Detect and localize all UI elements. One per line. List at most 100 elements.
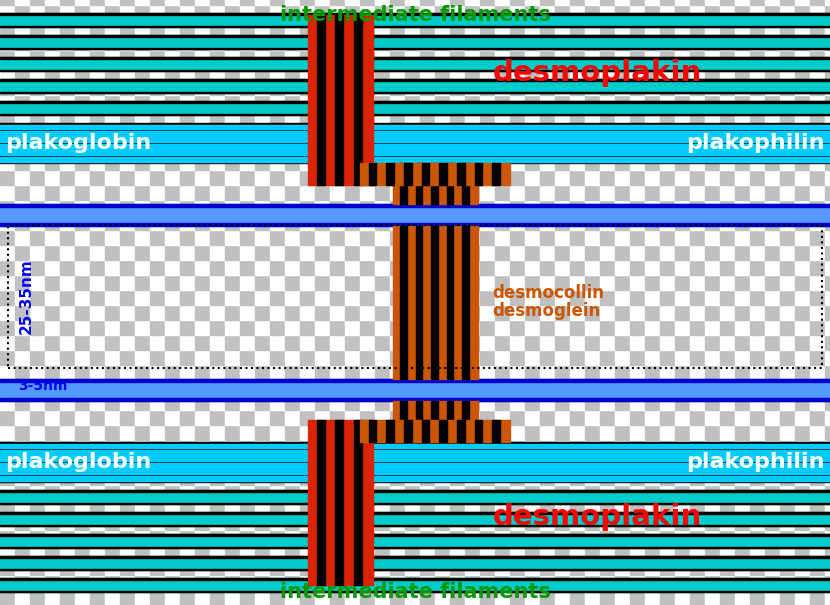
Bar	[465, 350, 480, 365]
Bar	[435, 485, 450, 500]
Bar	[60, 5, 75, 20]
Bar	[660, 170, 675, 185]
Bar	[540, 95, 555, 110]
Bar	[330, 560, 345, 575]
Bar	[30, 140, 45, 155]
Bar	[600, 110, 615, 125]
Bar	[780, 440, 795, 455]
Bar	[270, 35, 285, 50]
Bar	[345, 65, 360, 80]
Bar	[60, 575, 75, 590]
Bar	[285, 410, 300, 425]
Bar	[300, 35, 315, 50]
Bar	[135, 230, 150, 245]
Bar	[450, 110, 465, 125]
Bar	[765, 200, 780, 215]
Bar	[750, 470, 765, 485]
Bar	[750, 125, 765, 140]
Bar	[335, 420, 344, 585]
Bar	[369, 163, 376, 185]
Bar	[720, 140, 735, 155]
Bar	[255, 200, 270, 215]
Bar	[495, 110, 510, 125]
Bar	[615, 110, 630, 125]
Bar	[330, 470, 345, 485]
Bar	[210, 530, 225, 545]
Bar	[480, 140, 495, 155]
Bar	[30, 500, 45, 515]
Bar	[180, 65, 195, 80]
Bar	[675, 155, 690, 170]
Bar	[690, 350, 705, 365]
Bar	[345, 245, 360, 260]
Bar	[795, 80, 810, 95]
Bar	[780, 530, 795, 545]
Bar	[8, 225, 822, 368]
Bar	[675, 485, 690, 500]
Bar	[15, 365, 30, 380]
Bar	[90, 590, 105, 605]
Bar	[825, 35, 830, 50]
Bar	[300, 560, 315, 575]
Bar	[255, 410, 270, 425]
Bar	[390, 275, 405, 290]
Bar	[360, 410, 375, 425]
Bar	[750, 80, 765, 95]
Bar	[165, 320, 180, 335]
Bar	[690, 425, 705, 440]
Bar	[675, 50, 690, 65]
Bar	[120, 65, 135, 80]
Bar	[285, 35, 300, 50]
Bar	[795, 0, 810, 5]
Bar	[825, 560, 830, 575]
Bar	[585, 440, 600, 455]
Bar	[780, 290, 795, 305]
Bar	[780, 65, 795, 80]
Bar	[750, 155, 765, 170]
Bar	[180, 260, 195, 275]
Bar	[330, 200, 345, 215]
Bar	[780, 20, 795, 35]
Bar	[345, 455, 360, 470]
Bar	[795, 260, 810, 275]
Bar	[45, 380, 60, 395]
Bar	[765, 485, 780, 500]
Bar	[705, 380, 720, 395]
Bar	[585, 530, 600, 545]
Bar	[450, 290, 465, 305]
Bar	[390, 290, 405, 305]
Bar	[720, 485, 735, 500]
Bar	[225, 185, 240, 200]
Bar	[435, 395, 450, 410]
Bar	[735, 140, 750, 155]
Bar	[675, 305, 690, 320]
Bar	[240, 125, 255, 140]
Bar	[90, 305, 105, 320]
Bar	[615, 245, 630, 260]
Bar	[585, 65, 600, 80]
Bar	[105, 215, 120, 230]
Bar	[165, 470, 180, 485]
Bar	[150, 185, 165, 200]
Bar	[75, 305, 90, 320]
Bar	[375, 110, 390, 125]
Bar	[405, 575, 420, 590]
Bar	[825, 590, 830, 605]
Bar	[255, 485, 270, 500]
Bar	[615, 35, 630, 50]
Bar	[465, 185, 480, 200]
Bar	[375, 500, 390, 515]
Bar	[585, 170, 600, 185]
Bar	[435, 590, 450, 605]
Bar	[795, 545, 810, 560]
Bar	[375, 545, 390, 560]
Bar	[495, 290, 510, 305]
Bar	[285, 170, 300, 185]
Bar	[495, 35, 510, 50]
Bar	[690, 20, 705, 35]
Bar	[600, 335, 615, 350]
Bar	[165, 440, 180, 455]
Bar	[165, 515, 180, 530]
Bar	[570, 110, 585, 125]
Bar	[435, 50, 450, 65]
